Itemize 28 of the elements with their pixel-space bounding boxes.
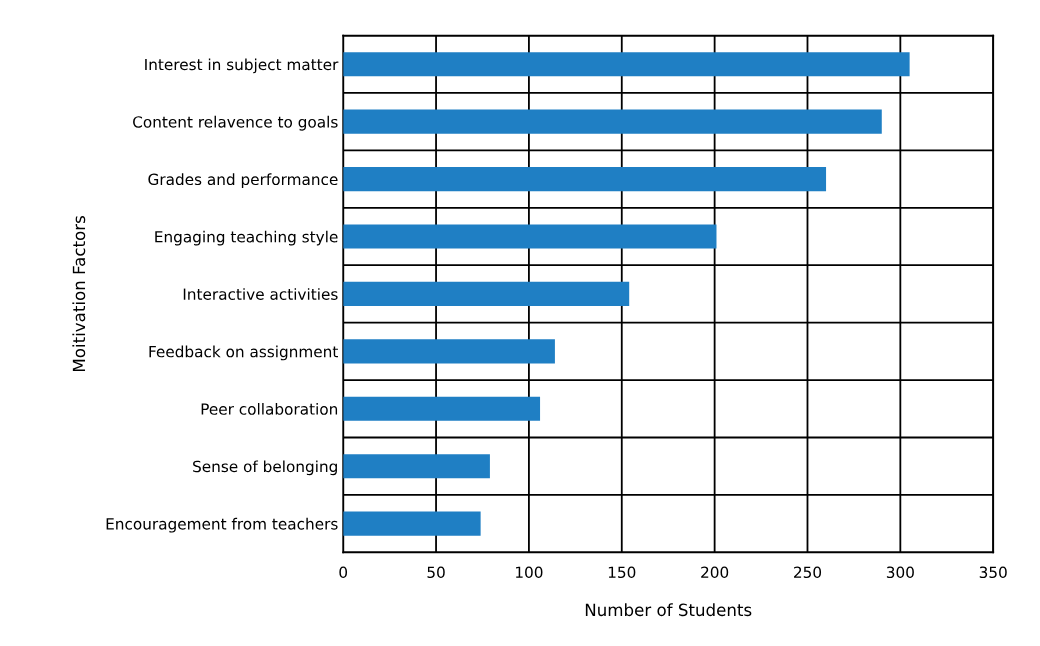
- y-tick-label: Sense of belonging: [193, 460, 337, 476]
- x-axis-title: Number of Students: [585, 603, 752, 617]
- bar: [343, 511, 481, 536]
- y-axis-title: Moitivation Factors: [72, 216, 86, 371]
- y-tick-label: Interest in subject matter: [145, 58, 339, 74]
- x-tick-label: 50: [427, 566, 445, 579]
- y-tick-label: Interactive activities: [183, 288, 338, 300]
- x-tick-label: 350: [979, 566, 1007, 579]
- x-tick-label: 0: [339, 566, 348, 579]
- bar: [343, 167, 827, 192]
- bar: [343, 396, 541, 421]
- x-tick-label: 150: [608, 566, 636, 579]
- x-tick-label: 200: [701, 566, 729, 579]
- x-tick-label: 250: [794, 566, 822, 579]
- bar: [343, 224, 717, 249]
- bar: [343, 52, 910, 77]
- x-tick-label: 300: [886, 566, 914, 579]
- y-tick-label: Encouragement from teachers: [106, 517, 338, 533]
- y-tick-label: Peer collaboration: [201, 402, 338, 415]
- y-tick-label: Engaging teaching style: [155, 230, 338, 246]
- y-tick-label: Grades and performance: [148, 173, 338, 189]
- bar: [343, 454, 490, 479]
- bar: [343, 109, 882, 134]
- x-tick-label: 100: [516, 566, 543, 579]
- y-tick-label: Content relavence to goals: [133, 115, 338, 131]
- y-tick-label: Feedback on assignment: [149, 345, 338, 361]
- bar: [343, 281, 630, 306]
- bar: [343, 339, 555, 364]
